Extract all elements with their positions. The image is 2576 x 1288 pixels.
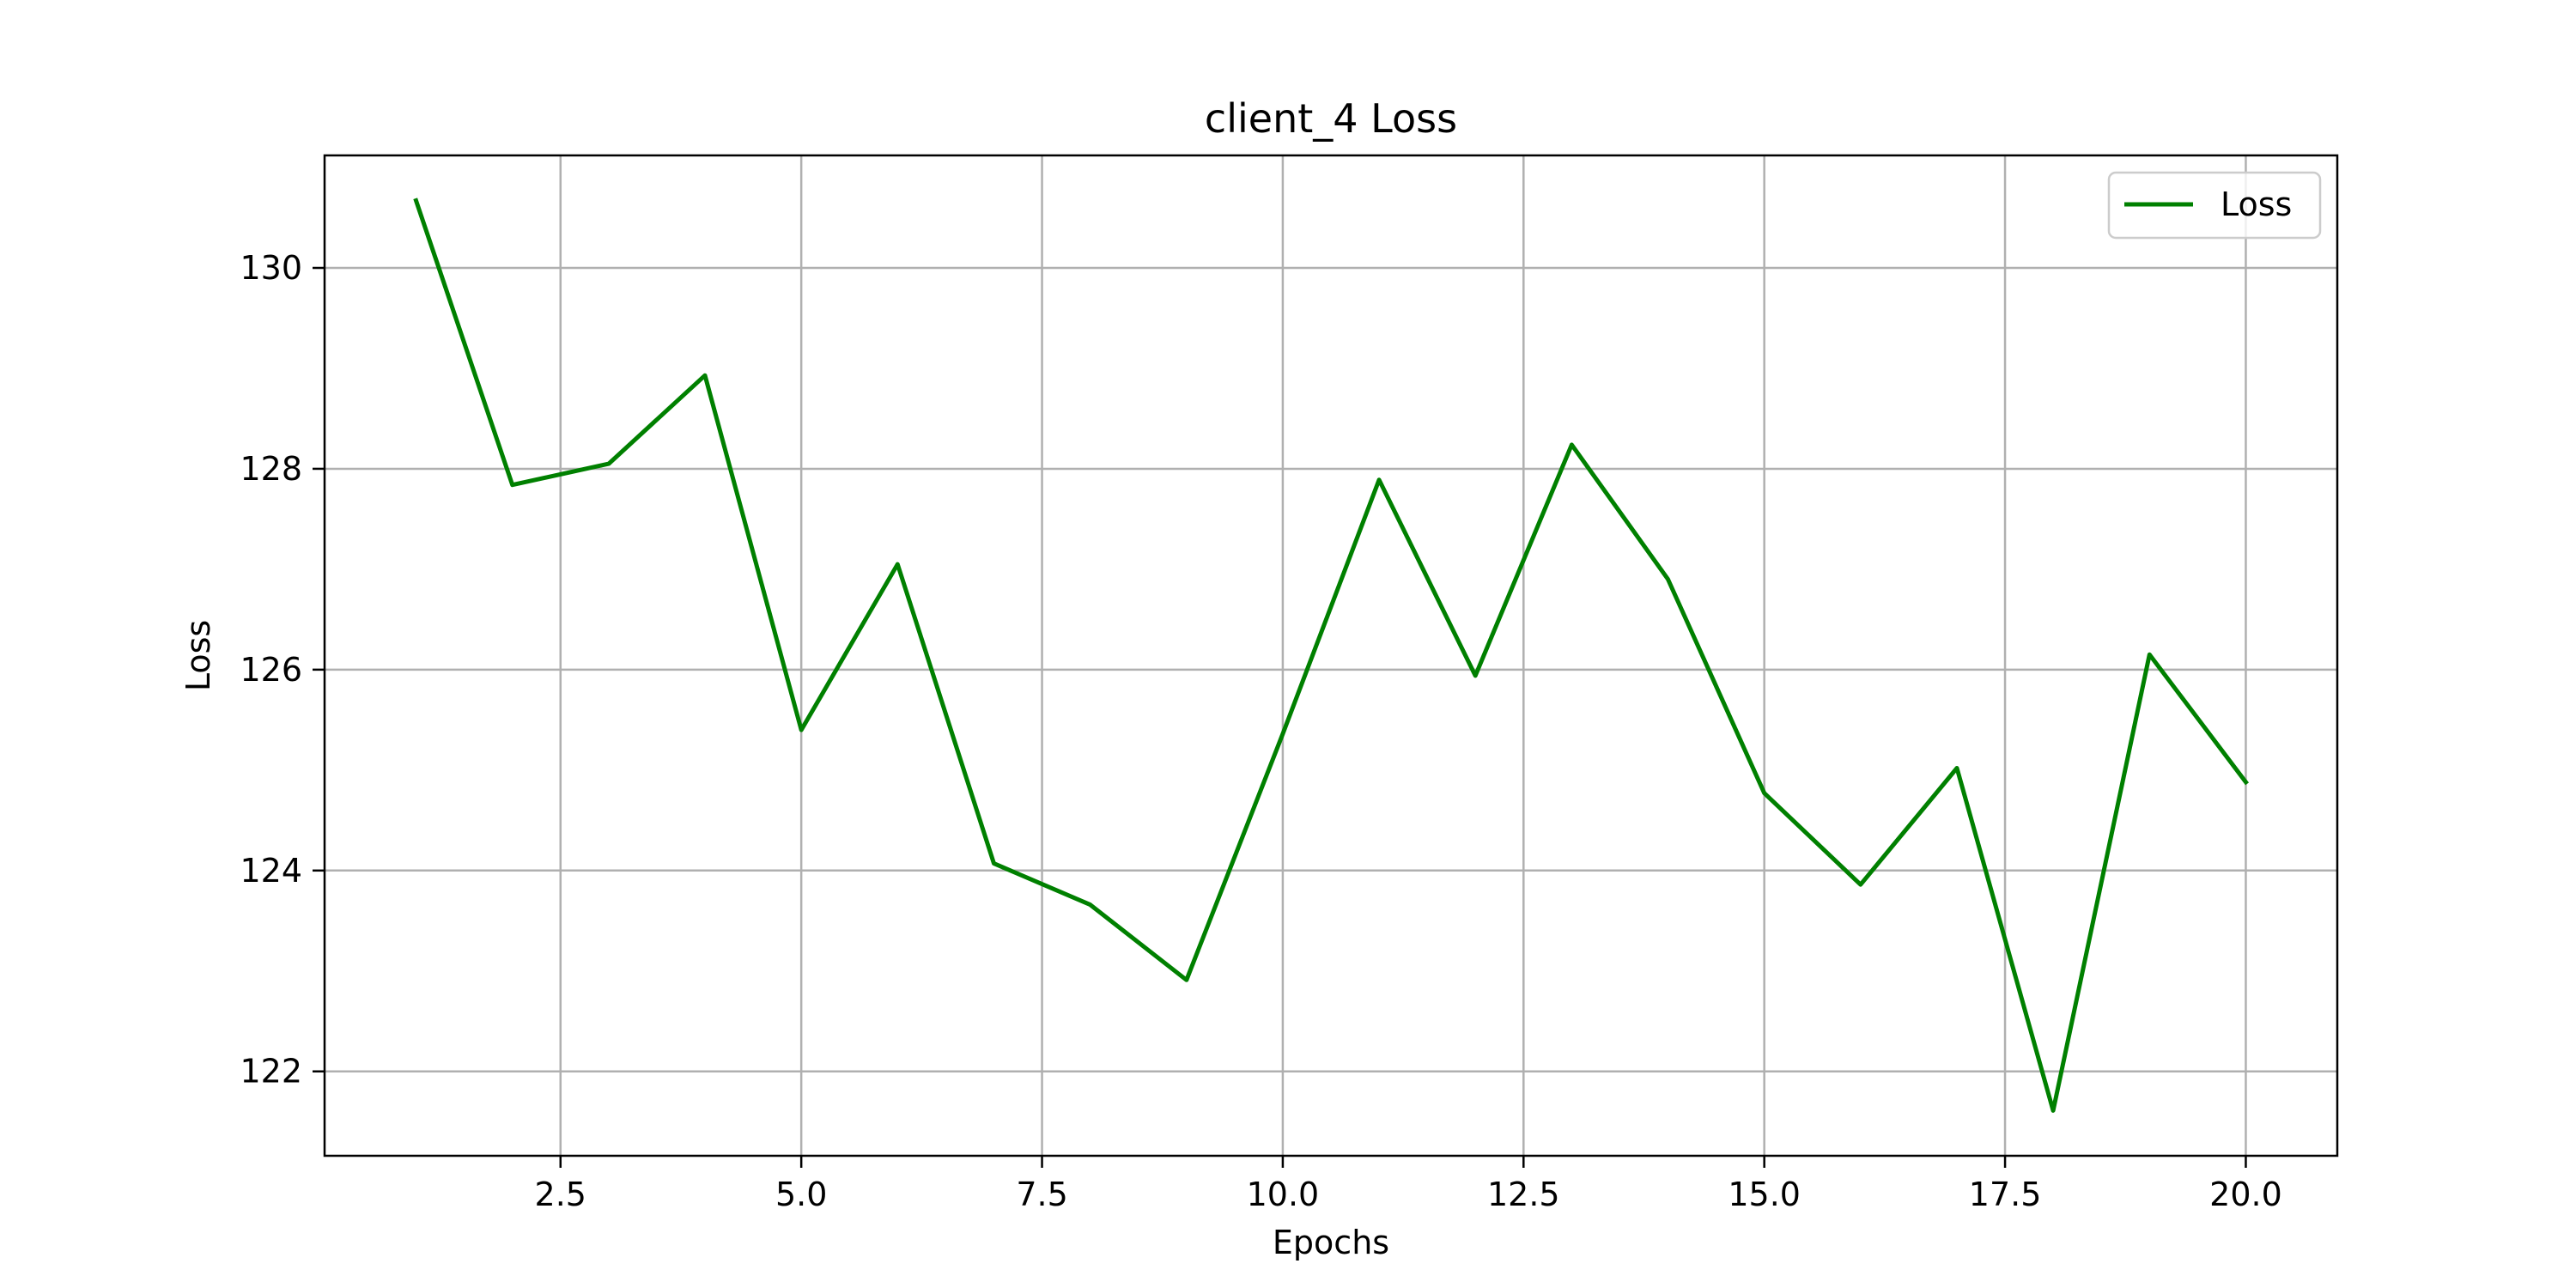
series-layer [413,197,2250,1113]
x-tick-label: 12.5 [1487,1176,1560,1213]
y-tick-label: 122 [240,1053,302,1091]
legend-label: Loss [2221,185,2292,223]
x-tick-label: 10.0 [1247,1176,1320,1213]
y-tick-label: 126 [240,651,302,689]
x-tick-label: 17.5 [1969,1176,2042,1213]
loss-series-line [413,197,2250,1113]
x-tick-label: 20.0 [2209,1176,2282,1213]
y-tick-label: 130 [240,249,302,287]
y-tick-label: 124 [240,852,302,890]
x-tick-label: 15.0 [1728,1176,1801,1213]
chart-title: client_4 Loss [1205,95,1457,142]
x-tick-label: 5.0 [775,1176,827,1213]
x-axis-label: Epochs [1273,1224,1389,1261]
x-tick-label: 7.5 [1016,1176,1067,1213]
legend: Loss [2107,171,2322,240]
y-axis-label: Loss [179,620,217,691]
axis-ticks: 2.5 5.0 7.5 10.0 12.5 15.0 17.5 20.0 122 124 126 12… [240,249,2281,1213]
legend-box [2107,171,2322,240]
y-tick-label: 128 [240,450,302,488]
x-tick-label: 2.5 [535,1176,586,1213]
grid [325,155,2337,1156]
plot-frame [323,154,2339,1157]
